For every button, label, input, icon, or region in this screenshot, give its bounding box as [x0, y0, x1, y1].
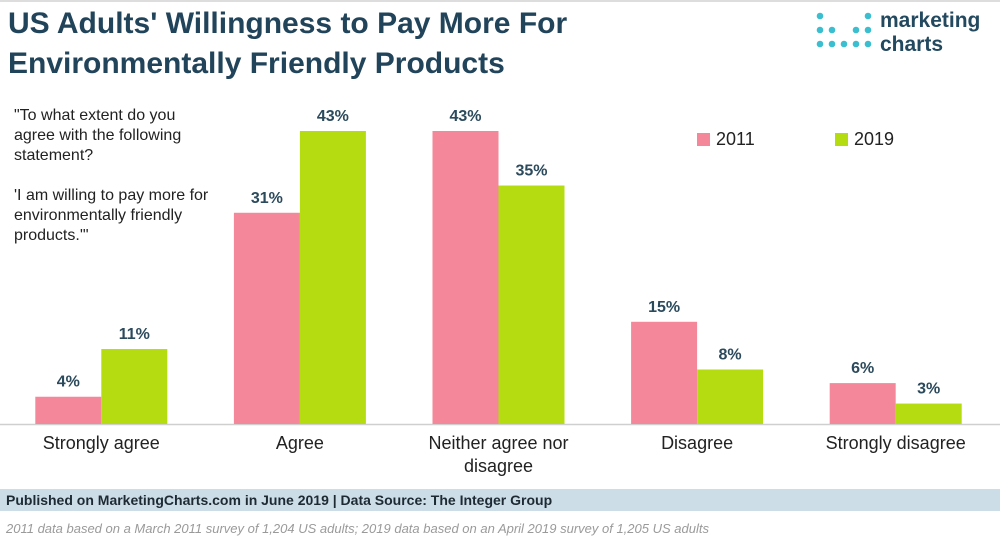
data-label: 4% — [57, 374, 80, 391]
legend-swatch — [835, 133, 848, 146]
chart-title: US Adults' Willingness to Pay More For E… — [8, 7, 568, 80]
bar — [697, 369, 764, 424]
x-tick-label: Strongly agree — [42, 433, 160, 453]
bar — [432, 131, 499, 424]
statement: 'I am willing to pay more for environmen… — [14, 187, 209, 244]
data-label: 43% — [317, 108, 349, 125]
bar — [233, 212, 300, 424]
bar — [299, 131, 366, 424]
data-label: 6% — [851, 360, 874, 377]
data-label: 3% — [917, 381, 940, 398]
legend-label: 2019 — [854, 129, 894, 149]
x-tick-label: Neither agree nor disagree — [428, 433, 569, 476]
legend-swatch — [697, 133, 710, 146]
logo-text: charts — [880, 33, 944, 56]
data-label: 11% — [119, 326, 150, 343]
x-tick-label: Disagree — [661, 433, 734, 453]
note: 2011 data based on a March 2011 survey o… — [6, 521, 709, 536]
data-label: 35% — [515, 163, 547, 180]
logo-text: marketing — [880, 9, 981, 32]
bar — [631, 321, 698, 424]
bar — [35, 396, 102, 424]
legend-label: 2011 — [716, 129, 755, 149]
bar — [829, 383, 896, 424]
question: "To what extent do you agree with the fo… — [14, 107, 182, 164]
data-label: 15% — [648, 299, 680, 316]
x-tick-label: Strongly disagree — [825, 433, 966, 453]
data-label: 43% — [449, 108, 481, 125]
bar — [101, 349, 168, 424]
logo-dots — [816, 12, 872, 48]
bar — [498, 185, 565, 424]
bar — [895, 403, 962, 424]
x-tick-label: Agree — [275, 433, 324, 453]
data-label: 8% — [719, 346, 742, 363]
data-label: 31% — [251, 190, 283, 207]
source: Published on MarketingCharts.com in June… — [0, 489, 1000, 511]
